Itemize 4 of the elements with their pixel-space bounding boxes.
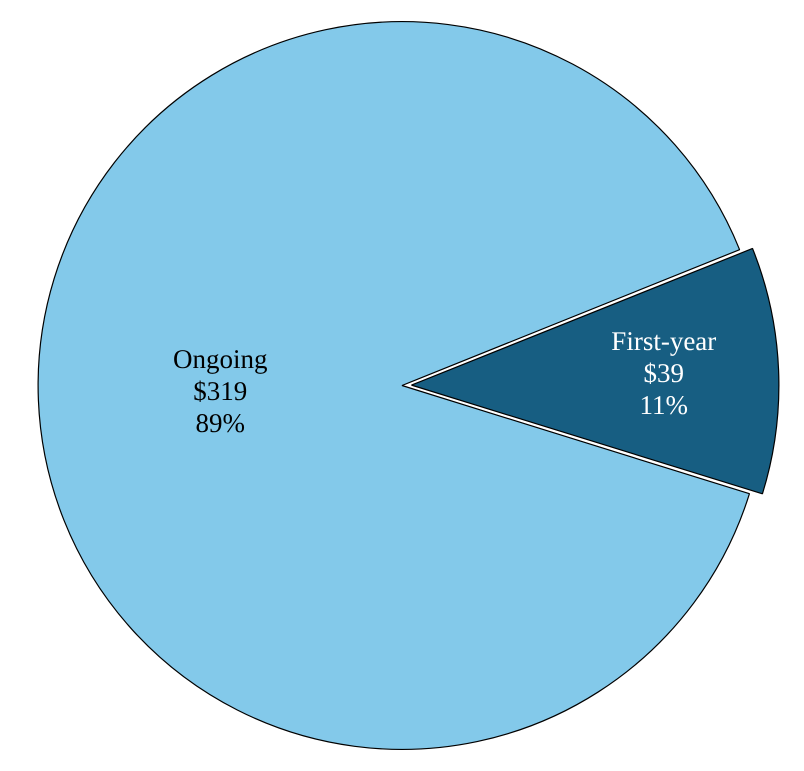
data-label: $319 89% xyxy=(193,376,248,438)
slice-label: Ongoing xyxy=(172,344,268,374)
data-label: $39 11% xyxy=(640,358,688,420)
slice-label: First-year xyxy=(611,326,716,356)
